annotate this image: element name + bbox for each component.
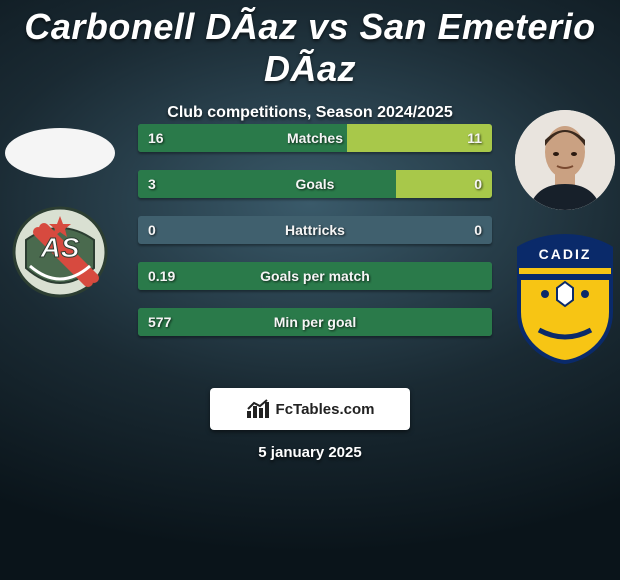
left-player-photo [5, 128, 115, 178]
stat-value-left: 3 [148, 170, 156, 198]
left-player-column: AS [0, 110, 125, 302]
stat-label: Goals [138, 170, 492, 198]
stat-value-right: 0 [474, 216, 482, 244]
brand-card: FcTables.com [210, 388, 410, 430]
stat-value-left: 16 [148, 124, 164, 152]
footer-date: 5 january 2025 [0, 444, 620, 461]
stat-bars: Matches1611Goals30Hattricks00Goals per m… [138, 124, 492, 336]
stat-label: Goals per match [138, 262, 492, 290]
stat-value-right: 11 [467, 124, 482, 152]
fctables-logo-icon [246, 399, 270, 419]
stat-row: Matches16 11 [138, 124, 492, 152]
stat-label: Matches [138, 124, 492, 152]
right-player-photo [515, 110, 615, 210]
stat-row: Goals per match0.19 [138, 262, 492, 290]
stat-value-right: 0 [474, 170, 482, 198]
svg-text:CADIZ: CADIZ [539, 246, 592, 262]
right-club-crest: CADIZ [500, 234, 620, 364]
stat-label: Hattricks [138, 216, 492, 244]
page-title: Carbonell DÃ­az vs San Emeterio DÃ­az [0, 0, 620, 90]
svg-text:AS: AS [40, 232, 80, 263]
stat-value-left: 0.19 [148, 262, 175, 290]
brand-text: FcTables.com [276, 401, 375, 418]
stat-row: Min per goal577 [138, 308, 492, 336]
stat-row: Hattricks0 0 [138, 216, 492, 244]
stat-label: Min per goal [138, 308, 492, 336]
left-club-crest: AS [10, 202, 110, 302]
stat-value-left: 0 [148, 216, 156, 244]
stat-row: Goals3 0 [138, 170, 492, 198]
stat-value-left: 577 [148, 308, 171, 336]
right-player-column: CADIZ [500, 110, 620, 364]
